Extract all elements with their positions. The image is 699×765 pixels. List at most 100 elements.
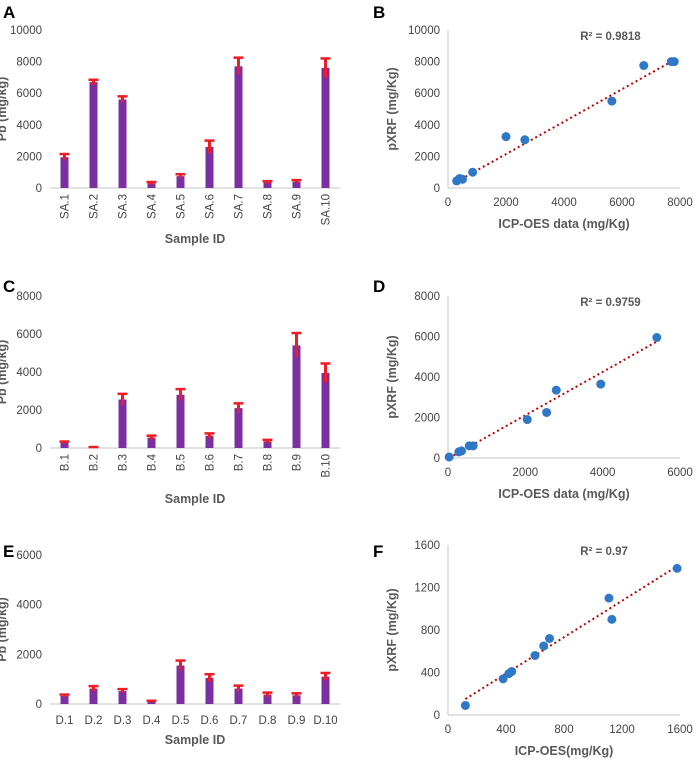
bar bbox=[147, 701, 156, 704]
bar bbox=[60, 695, 69, 704]
y-tick-label: 4000 bbox=[414, 372, 440, 384]
r-squared-label: R² = 0.97 bbox=[580, 546, 628, 558]
x-tick-label: 6000 bbox=[667, 467, 693, 479]
x-category-label: B.4 bbox=[147, 453, 159, 471]
x-tick-label: 2000 bbox=[493, 197, 519, 209]
bar bbox=[205, 677, 214, 704]
y-tick-label: 0 bbox=[36, 699, 42, 711]
y-tick-label: 2000 bbox=[16, 649, 42, 661]
y-tick-label: 6000 bbox=[414, 88, 440, 100]
x-category-label: SA.6 bbox=[205, 194, 217, 219]
data-point bbox=[457, 446, 467, 456]
y-tick-label: 8000 bbox=[16, 291, 42, 303]
x-axis-title: ICP-OES data (mg/Kg) bbox=[498, 217, 629, 231]
bar bbox=[147, 437, 156, 448]
x-category-label: B.10 bbox=[321, 454, 333, 478]
y-axis-title: pXRF (mg/Kg) bbox=[385, 335, 399, 418]
data-point bbox=[542, 407, 552, 417]
data-point bbox=[596, 379, 606, 389]
x-category-label: B.2 bbox=[89, 454, 101, 471]
bar bbox=[292, 345, 301, 448]
bar bbox=[321, 676, 330, 704]
x-category-label: B.1 bbox=[60, 454, 72, 471]
bar bbox=[118, 99, 127, 188]
x-tick-label: 4000 bbox=[551, 197, 577, 209]
bar bbox=[234, 408, 243, 448]
y-tick-label: 1200 bbox=[414, 583, 440, 595]
bar bbox=[321, 372, 330, 448]
bar bbox=[205, 435, 214, 448]
x-tick-label: 4000 bbox=[590, 467, 616, 479]
data-point bbox=[522, 415, 532, 425]
y-tick-label: 6000 bbox=[16, 550, 42, 562]
y-axis-title: pXRF (mg/Kg) bbox=[385, 588, 399, 671]
x-category-label: D.7 bbox=[230, 715, 248, 727]
x-category-label: D.2 bbox=[85, 715, 103, 727]
x-category-label: SA.8 bbox=[263, 194, 275, 219]
data-point bbox=[530, 651, 540, 660]
panel-d: D 0 2000 4000 6000 8000 pXRF (mg/Kg) 0 2000 4000 6… bbox=[373, 277, 693, 501]
data-point bbox=[551, 385, 561, 395]
x-axis-title: Sample ID bbox=[165, 492, 225, 506]
data-point bbox=[607, 614, 617, 624]
y-axis-title: Pb (mg/kg) bbox=[0, 77, 9, 142]
panel-a: A 0 2000 4000 6000 8000 10000 Pb (mg/kg) SA.1 SA.… bbox=[0, 3, 340, 246]
panel-f: F 0 400 800 1200 1600 pXRF (mg/Kg) 0 400 800 1200 1… bbox=[373, 540, 693, 758]
y-tick-label: 4000 bbox=[16, 367, 42, 379]
x-category-label: B.9 bbox=[292, 454, 304, 471]
bar bbox=[263, 182, 272, 188]
bar bbox=[89, 82, 98, 188]
data-point bbox=[460, 700, 470, 710]
x-category-label: B.3 bbox=[118, 454, 130, 471]
x-category-label: D.6 bbox=[201, 715, 219, 727]
data-point bbox=[639, 61, 649, 71]
y-tick-label: 1600 bbox=[414, 540, 440, 552]
bar bbox=[234, 688, 243, 704]
bar bbox=[263, 441, 272, 448]
panel-letter: B bbox=[373, 3, 385, 22]
x-category-label: SA.4 bbox=[147, 193, 159, 219]
panel-letter: C bbox=[3, 277, 15, 296]
y-axis-title: pXRF (mg/Kg) bbox=[385, 67, 399, 150]
data-point bbox=[545, 634, 554, 643]
panel-letter: F bbox=[373, 542, 383, 561]
x-axis-title: ICP-OES data (mg/Kg) bbox=[498, 487, 629, 501]
x-category-label: B.8 bbox=[263, 454, 275, 471]
x-category-label: B.6 bbox=[205, 454, 217, 471]
x-category-label: D.1 bbox=[56, 715, 74, 727]
y-tick-label: 0 bbox=[434, 453, 440, 465]
bar bbox=[263, 694, 272, 704]
y-tick-label: 4000 bbox=[16, 120, 42, 132]
x-tick-label: 6000 bbox=[609, 197, 635, 209]
trendline bbox=[448, 340, 658, 459]
x-category-label: D.10 bbox=[313, 715, 337, 727]
bar bbox=[118, 691, 127, 704]
x-axis-title: Sample ID bbox=[165, 232, 225, 246]
x-category-label: D.9 bbox=[288, 715, 306, 727]
y-tick-label: 6000 bbox=[16, 329, 42, 341]
trendline bbox=[464, 565, 678, 700]
x-category-label: D.4 bbox=[143, 715, 162, 727]
y-axis-title: Pb (mg/kg) bbox=[0, 340, 9, 405]
panel-b: B 0 2000 4000 6000 8000 10000 pXRF (mg/Kg) 0 2000… bbox=[373, 3, 693, 231]
x-axis-title: ICP-OES(mg/Kg) bbox=[515, 744, 614, 758]
x-tick-label: 400 bbox=[496, 724, 515, 736]
data-point bbox=[458, 174, 467, 184]
data-point bbox=[672, 563, 682, 573]
x-category-label: D.3 bbox=[114, 715, 132, 727]
y-tick-label: 8000 bbox=[414, 291, 440, 303]
data-point bbox=[501, 132, 511, 142]
data-point bbox=[669, 57, 679, 67]
x-category-label: SA.2 bbox=[89, 194, 101, 219]
bar bbox=[176, 394, 185, 448]
y-tick-label: 6000 bbox=[16, 88, 42, 100]
data-point bbox=[607, 96, 617, 106]
bar bbox=[176, 176, 185, 188]
data-point bbox=[468, 441, 478, 451]
y-tick-label: 4000 bbox=[414, 120, 440, 132]
y-tick-label: 0 bbox=[36, 183, 42, 195]
data-point bbox=[444, 452, 454, 462]
bar bbox=[89, 688, 98, 704]
x-tick-label: 1600 bbox=[667, 724, 693, 736]
y-tick-label: 0 bbox=[36, 443, 42, 455]
